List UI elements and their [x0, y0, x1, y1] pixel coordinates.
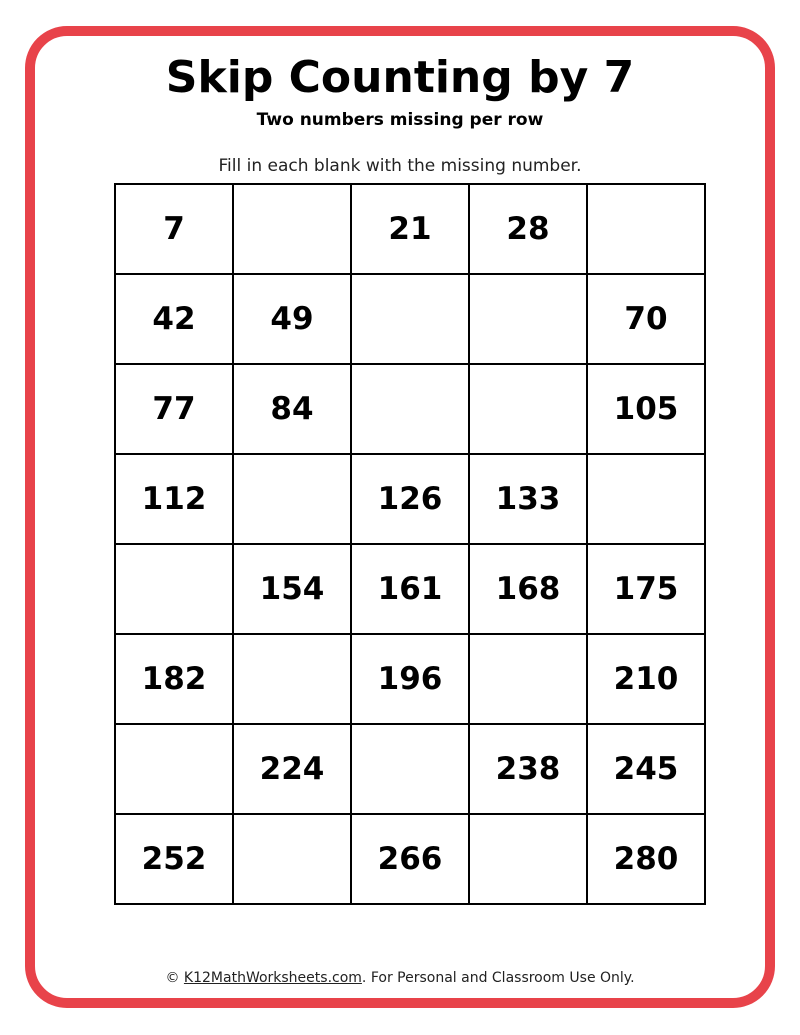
worksheet-subtitle: Two numbers missing per row	[256, 110, 544, 130]
number-cell: 154	[232, 543, 352, 635]
number-cell: 42	[114, 273, 234, 365]
number-cell: 49	[232, 273, 352, 365]
blank-cell[interactable]	[232, 183, 352, 275]
grid-row: 77 84 105	[114, 363, 706, 455]
number-cell: 133	[468, 453, 588, 545]
blank-cell[interactable]	[468, 633, 588, 725]
blank-cell[interactable]	[114, 723, 234, 815]
site-link[interactable]: K12MathWorksheets.com	[183, 970, 362, 986]
copyright-symbol: ©	[165, 970, 180, 986]
number-cell: 21	[350, 183, 470, 275]
blank-cell[interactable]	[468, 273, 588, 365]
number-cell: 245	[586, 723, 706, 815]
number-cell: 210	[586, 633, 706, 725]
blank-cell[interactable]	[350, 363, 470, 455]
blank-cell[interactable]	[468, 363, 588, 455]
grid-row: 252 266 280	[114, 813, 706, 905]
number-cell: 280	[586, 813, 706, 905]
worksheet-title: Skip Counting by 7	[165, 52, 635, 103]
grid-row: 7 21 28	[114, 183, 706, 275]
blank-cell[interactable]	[586, 453, 706, 545]
number-cell: 84	[232, 363, 352, 455]
number-cell: 224	[232, 723, 352, 815]
number-cell: 252	[114, 813, 234, 905]
number-cell: 7	[114, 183, 234, 275]
blank-cell[interactable]	[350, 273, 470, 365]
number-cell: 70	[586, 273, 706, 365]
number-cell: 105	[586, 363, 706, 455]
number-cell: 112	[114, 453, 234, 545]
blank-cell[interactable]	[468, 813, 588, 905]
number-cell: 77	[114, 363, 234, 455]
grid-row: 154 161 168 175	[114, 543, 706, 635]
number-grid: 7 21 28 42 49 70 77 84 105 112 126 133 154 161 168 175 1…	[114, 183, 706, 905]
footer: © K12MathWorksheets.com. For Personal an…	[0, 970, 800, 986]
grid-row: 112 126 133	[114, 453, 706, 545]
grid-row: 182 196 210	[114, 633, 706, 725]
number-cell: 175	[586, 543, 706, 635]
grid-row: 42 49 70	[114, 273, 706, 365]
grid-row: 224 238 245	[114, 723, 706, 815]
blank-cell[interactable]	[232, 813, 352, 905]
blank-cell[interactable]	[350, 723, 470, 815]
blank-cell[interactable]	[232, 453, 352, 545]
blank-cell[interactable]	[586, 183, 706, 275]
blank-cell[interactable]	[114, 543, 234, 635]
number-cell: 196	[350, 633, 470, 725]
number-cell: 161	[350, 543, 470, 635]
instructions: Fill in each blank with the missing numb…	[218, 156, 582, 176]
footer-text: . For Personal and Classroom Use Only.	[361, 970, 635, 986]
number-cell: 238	[468, 723, 588, 815]
number-cell: 28	[468, 183, 588, 275]
page-border	[25, 26, 775, 1008]
number-cell: 126	[350, 453, 470, 545]
number-cell: 182	[114, 633, 234, 725]
number-cell: 168	[468, 543, 588, 635]
blank-cell[interactable]	[232, 633, 352, 725]
number-cell: 266	[350, 813, 470, 905]
